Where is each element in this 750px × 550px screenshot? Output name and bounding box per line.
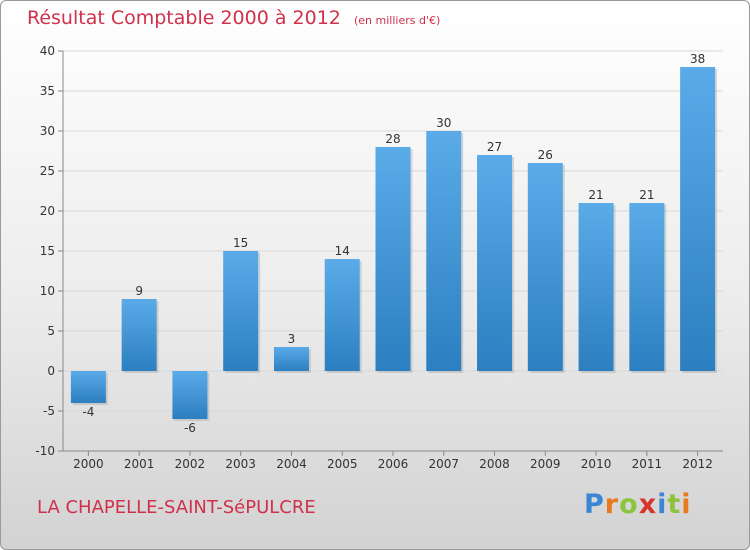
y-tick-label: -10 bbox=[35, 444, 55, 458]
value-label: -6 bbox=[184, 421, 196, 435]
value-labels: -4 9 -6 15 3 14 28 30 27 26 21 21 38 bbox=[82, 52, 705, 435]
x-tick-label: 2011 bbox=[632, 457, 663, 471]
y-tick-label: 15 bbox=[40, 244, 55, 258]
bars bbox=[70, 67, 718, 421]
value-label: 21 bbox=[588, 188, 603, 202]
value-label: 21 bbox=[639, 188, 654, 202]
axes bbox=[58, 50, 723, 456]
logo-letter: x bbox=[638, 489, 658, 520]
y-tick-label: 0 bbox=[47, 364, 55, 378]
x-tick-label: 2002 bbox=[175, 457, 206, 471]
x-tick-label: 2009 bbox=[530, 457, 561, 471]
chart-title-text: Résultat Comptable 2000 à 2012 bbox=[27, 7, 341, 29]
x-tick-label: 2004 bbox=[276, 457, 307, 471]
y-tick-label: 30 bbox=[40, 124, 55, 138]
commune-name: LA CHAPELLE-SAINT-SéPULCRE bbox=[37, 497, 316, 518]
logo-letter: i bbox=[657, 489, 668, 520]
x-tick-label: 2001 bbox=[124, 457, 155, 471]
y-tick-label: 5 bbox=[47, 324, 55, 338]
x-tick-label: 2008 bbox=[479, 457, 510, 471]
bar bbox=[477, 155, 513, 371]
logo-letter: P bbox=[584, 489, 605, 520]
bar bbox=[324, 259, 360, 371]
chart-title: Résultat Comptable 2000 à 2012 (en milli… bbox=[27, 7, 440, 29]
value-label: 38 bbox=[690, 52, 705, 66]
value-label: 3 bbox=[288, 332, 296, 346]
bar bbox=[273, 347, 309, 371]
x-tick-labels: 2000 2001 2002 2003 2004 2005 2006 2007 2008 2009… bbox=[73, 457, 713, 471]
y-tick-label: 10 bbox=[40, 284, 55, 298]
chart-unit-text: (en milliers d'€) bbox=[353, 14, 441, 27]
value-label: -4 bbox=[82, 405, 94, 419]
logo-letter: o bbox=[619, 489, 639, 520]
value-label: 15 bbox=[233, 236, 248, 250]
x-tick-label: 2010 bbox=[581, 457, 612, 471]
y-tick-label: 35 bbox=[40, 84, 55, 98]
bar bbox=[172, 371, 208, 419]
bar bbox=[629, 203, 665, 371]
y-tick-labels: -10 -5 0 5 10 15 20 25 30 35 40 bbox=[35, 44, 55, 458]
value-label: 30 bbox=[436, 116, 451, 130]
bar bbox=[375, 147, 411, 371]
proxiti-logo: Proxiti bbox=[584, 489, 692, 520]
value-label: 27 bbox=[487, 140, 502, 154]
x-tick-label: 2003 bbox=[225, 457, 256, 471]
value-label: 14 bbox=[335, 244, 350, 258]
bar bbox=[426, 131, 462, 371]
logo-letter: t bbox=[667, 489, 682, 520]
x-tick-label: 2012 bbox=[682, 457, 713, 471]
x-tick-label: 2000 bbox=[73, 457, 104, 471]
y-tick-label: 20 bbox=[40, 204, 55, 218]
logo-letter: i bbox=[681, 489, 692, 520]
y-tick-label: 40 bbox=[40, 44, 55, 58]
y-tick-label: -5 bbox=[43, 404, 55, 418]
value-label: 26 bbox=[538, 148, 553, 162]
x-tick-label: 2005 bbox=[327, 457, 358, 471]
x-tick-label: 2007 bbox=[428, 457, 459, 471]
value-label: 9 bbox=[135, 284, 143, 298]
logo-letter: r bbox=[604, 489, 620, 520]
bar bbox=[70, 371, 106, 403]
bar bbox=[527, 163, 563, 371]
bar bbox=[121, 299, 157, 371]
bar bbox=[578, 203, 614, 371]
x-tick-label: 2006 bbox=[378, 457, 409, 471]
value-label: 28 bbox=[385, 132, 400, 146]
bar bbox=[223, 251, 259, 371]
y-tick-label: 25 bbox=[40, 164, 55, 178]
bar bbox=[680, 67, 716, 371]
